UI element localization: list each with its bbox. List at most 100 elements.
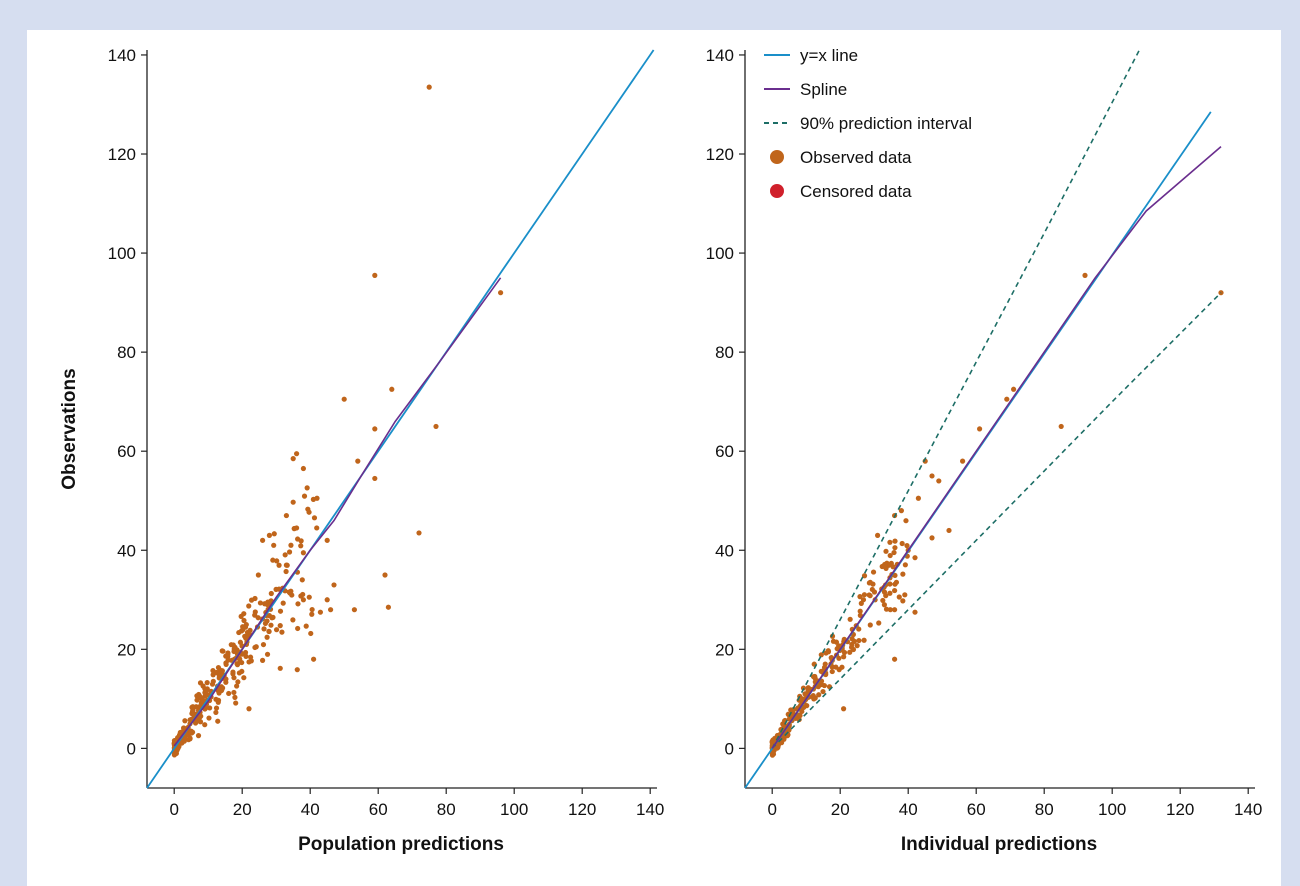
observed-point [848,644,855,650]
observed-point [264,634,270,640]
observed-point [231,675,237,681]
observed-point [282,552,288,558]
observed-point [880,597,886,604]
prediction-interval-upper [771,49,1141,749]
x-axis-title: Individual predictions [901,834,1097,855]
observed-point [300,550,306,556]
observed-point [818,652,824,658]
x-tick-label: 100 [1098,800,1126,819]
x-tick-label: 60 [369,800,388,819]
observed-point [892,656,898,662]
y-tick-label: 80 [117,343,136,362]
observed-point [207,705,213,711]
observed-point [241,675,247,681]
observed-point [904,543,910,549]
observed-point [294,667,300,673]
observed-point [236,629,242,636]
observed-point [331,582,337,588]
y-tick-label: 100 [108,244,136,263]
observed-point [271,542,277,548]
observed-point [841,706,847,712]
x-tick-label: 0 [767,800,776,819]
observed-point [871,589,878,595]
x-tick-label: 20 [831,800,850,819]
observed-point [277,623,283,629]
observed-point [255,615,261,621]
observed-point [823,650,829,656]
y-tick-label: 60 [715,442,734,461]
observed-points [171,84,504,758]
observed-point [290,499,296,505]
observed-point [857,594,863,600]
observed-point [246,631,252,637]
observed-point [883,548,889,554]
observed-point [182,718,188,724]
observed-point [385,604,391,610]
observed-point [382,572,388,578]
observed-point [268,622,274,628]
observed-point [210,678,216,684]
observed-point [231,648,237,655]
observed-point [283,568,289,575]
observed-point [311,656,317,662]
observed-point [188,730,194,736]
observed-point [215,718,221,724]
observed-point [790,706,797,713]
y-tick-label: 140 [108,46,136,65]
observed-point [936,478,942,484]
observed-point [274,558,280,564]
x-tick-label: 120 [1166,800,1194,819]
y-tick-label: 40 [117,541,136,560]
observed-point [341,396,347,402]
observed-point [372,426,378,432]
observed-point [1011,386,1017,392]
observed-point [1082,272,1088,278]
observed-point [854,643,860,649]
observed-point [260,641,267,648]
figure-svg: 0 20 40 60 80 100 120 140 0 20 40 60 80 100 120 140 Popu… [59,46,1262,855]
observed-point [881,602,888,608]
observed-point [839,664,845,670]
observed-point [213,709,219,716]
observed-point [891,549,897,556]
observed-point [246,659,252,665]
observed-point [861,592,868,598]
observed-point [242,649,249,656]
observed-point [870,569,877,575]
observed-point [389,386,395,392]
observed-point [915,495,922,501]
y-axis-title: Observations [59,368,80,489]
observed-point [286,549,293,555]
legend-label: Censored data [800,182,912,201]
observed-point [498,290,504,296]
observed-point [796,716,802,723]
observed-points [769,272,1224,758]
x-tick-label: 0 [169,800,178,819]
observed-point [314,525,320,531]
observed-point [271,531,277,537]
observed-point [235,679,241,685]
observed-point [816,692,822,698]
observed-point [266,532,272,538]
observed-point [893,579,900,585]
observed-point [314,495,320,501]
observed-point [230,671,236,677]
prediction-interval-lower [771,292,1222,749]
y-tick-label: 0 [725,739,734,758]
observed-point [866,580,872,586]
observed-point [303,623,309,629]
observed-point [236,670,242,676]
observed-point [900,571,906,577]
observed-point [898,508,905,514]
observed-point [298,538,304,544]
observed-point [279,629,285,635]
observed-point [372,272,378,278]
x-tick-label: 40 [899,800,918,819]
observed-point [262,601,268,607]
observed-point [355,458,361,464]
observed-point [204,687,210,693]
x-tick-label: 140 [636,800,664,819]
observed-point [204,680,210,686]
observed-point [300,591,306,598]
observed-point [810,694,816,700]
